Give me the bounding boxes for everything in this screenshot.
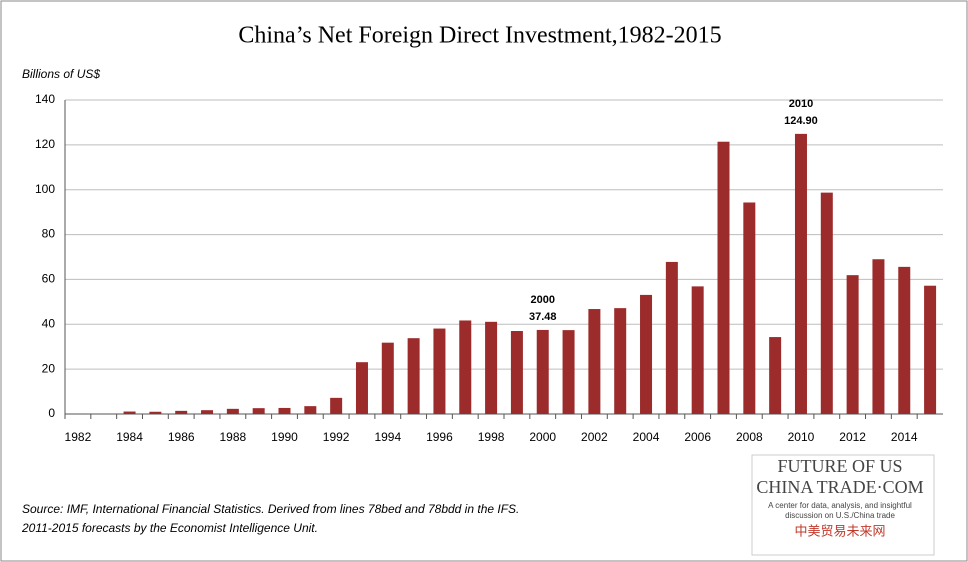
bar xyxy=(175,410,188,414)
bar xyxy=(614,308,627,414)
x-tick-label: 1984 xyxy=(116,430,143,444)
x-tick-label: 1982 xyxy=(65,430,92,444)
bar xyxy=(123,411,136,414)
bar xyxy=(846,275,859,414)
x-tick-label: 2014 xyxy=(891,430,918,444)
y-tick-label: 0 xyxy=(48,406,55,420)
y-tick-label: 140 xyxy=(35,92,55,106)
x-tick-label: 1992 xyxy=(323,430,350,444)
y-tick-label: 40 xyxy=(42,316,56,330)
bar xyxy=(510,331,523,414)
x-tick-label: 2000 xyxy=(529,430,556,444)
bar xyxy=(459,320,472,414)
bar xyxy=(226,408,239,414)
logo-tagline: A center for data, analysis, and insight… xyxy=(768,501,912,510)
bar xyxy=(278,407,291,414)
logo-text: CHINA TRADE·COM xyxy=(756,477,923,497)
y-tick-label: 120 xyxy=(35,137,55,151)
bar xyxy=(201,410,214,414)
x-tick-label: 1990 xyxy=(271,430,298,444)
x-tick-label: 2008 xyxy=(736,430,763,444)
bar xyxy=(691,286,704,414)
bar xyxy=(304,406,317,414)
chart-title: China’s Net Foreign Direct Investment,19… xyxy=(238,23,721,49)
bar xyxy=(381,342,394,414)
bar xyxy=(536,329,549,414)
y-axis-label: Billions of US$ xyxy=(22,67,100,81)
bar xyxy=(330,397,343,414)
y-tick-label: 100 xyxy=(35,182,55,196)
x-tick-label: 2010 xyxy=(788,430,815,444)
x-tick-label: 2002 xyxy=(581,430,608,444)
logo-chinese: 中美贸易未来网 xyxy=(794,525,885,540)
x-tick-label: 1994 xyxy=(374,430,401,444)
y-tick-label: 60 xyxy=(42,272,56,286)
annotation-year: 2010 xyxy=(789,98,813,110)
bar xyxy=(485,321,498,414)
bar xyxy=(588,309,601,414)
logo-tagline: discussion on U.S./China trade xyxy=(785,511,895,520)
annotation-year: 2000 xyxy=(530,294,554,306)
bar xyxy=(898,266,911,414)
bar xyxy=(355,362,368,414)
data-label: 37.48 xyxy=(529,311,557,323)
bar xyxy=(562,330,575,414)
logo-text: FUTURE OF US xyxy=(777,456,902,476)
bar xyxy=(433,328,446,414)
x-tick-label: 1996 xyxy=(426,430,453,444)
logo-box xyxy=(751,454,935,556)
data-label: 124.90 xyxy=(784,115,818,127)
x-tick-label: 1998 xyxy=(478,430,505,444)
bar xyxy=(407,338,420,414)
bar xyxy=(149,411,162,414)
y-tick-label: 80 xyxy=(42,227,56,241)
bar xyxy=(924,285,937,414)
bar xyxy=(820,192,833,414)
source-note: Source: IMF, International Financial Sta… xyxy=(22,502,519,516)
source-note: 2011-2015 forecasts by the Economist Int… xyxy=(21,521,318,535)
bar xyxy=(252,408,265,414)
bar xyxy=(665,261,678,414)
bar xyxy=(794,133,807,415)
bar xyxy=(717,141,730,414)
x-tick-label: 1986 xyxy=(168,430,195,444)
x-tick-label: 1988 xyxy=(220,430,247,444)
bar xyxy=(872,259,885,414)
x-tick-label: 2012 xyxy=(839,430,866,444)
y-tick-label: 20 xyxy=(42,361,56,375)
bar xyxy=(769,337,782,414)
bar xyxy=(743,202,756,414)
x-tick-label: 2004 xyxy=(633,430,660,444)
x-tick-label: 2006 xyxy=(684,430,711,444)
bar xyxy=(640,294,653,414)
